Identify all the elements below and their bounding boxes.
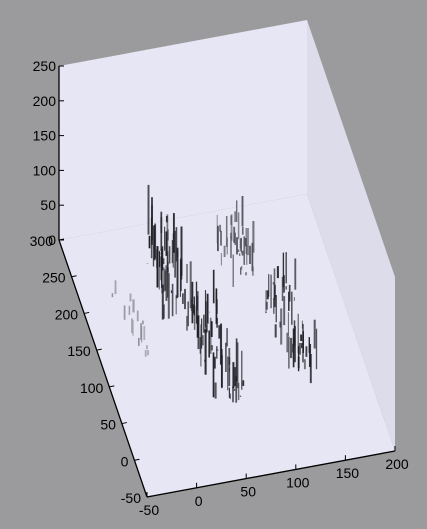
y-tick-mark <box>134 458 140 461</box>
y-tick-mark <box>146 495 153 498</box>
axes <box>58 65 396 498</box>
data-cluster <box>186 269 245 403</box>
y-tick-label: 100 <box>80 380 104 396</box>
data-cluster <box>146 184 195 327</box>
x-tick-label: 100 <box>286 474 310 490</box>
x-tick-label: -50 <box>139 502 159 518</box>
z-axis-ticks: 0 50 100 150 200 250 <box>33 58 57 248</box>
y-tick-label: 150 <box>67 343 91 359</box>
z-tick-label: 50 <box>40 197 56 213</box>
side-wall-pane <box>307 20 395 451</box>
data-marks <box>111 184 318 403</box>
y-tick-mark <box>121 422 127 425</box>
x-tick-label: 50 <box>240 484 256 500</box>
back-wall-pane <box>59 20 307 240</box>
y-tick-mark <box>58 238 65 241</box>
z-tick-label: 150 <box>33 128 57 144</box>
data-cluster <box>265 252 318 384</box>
z-tick-label: 250 <box>33 58 57 74</box>
data-cluster <box>111 280 149 357</box>
z-tick-label: 200 <box>33 93 57 109</box>
z-tick-label: 0 <box>48 232 56 248</box>
x-axis-ticks: -50 0 50 100 150 200 <box>139 456 409 518</box>
y-tick-label: 200 <box>55 306 79 322</box>
y-axis-ticks: -50 0 50 100 150 200 250 300 <box>30 233 142 506</box>
y-axis-line <box>58 239 148 498</box>
y-tick-label: 50 <box>100 417 116 433</box>
x-tick-label: 0 <box>195 493 203 509</box>
z-tick-label: 100 <box>33 162 57 178</box>
y-tick-mark <box>84 311 90 314</box>
y-tick-mark <box>109 385 115 388</box>
y-tick-mark <box>71 275 77 278</box>
y-tick-label: 300 <box>30 233 54 249</box>
data-cluster <box>216 196 255 287</box>
y-tick-label: -50 <box>121 490 141 506</box>
y-tick-label: 250 <box>42 270 66 286</box>
y-tick-label: 0 <box>121 453 129 469</box>
y-tick-mark <box>96 348 102 351</box>
x-tick-label: 150 <box>336 465 360 481</box>
x-tick-label: 200 <box>385 456 409 472</box>
x-axis-line <box>146 450 396 498</box>
